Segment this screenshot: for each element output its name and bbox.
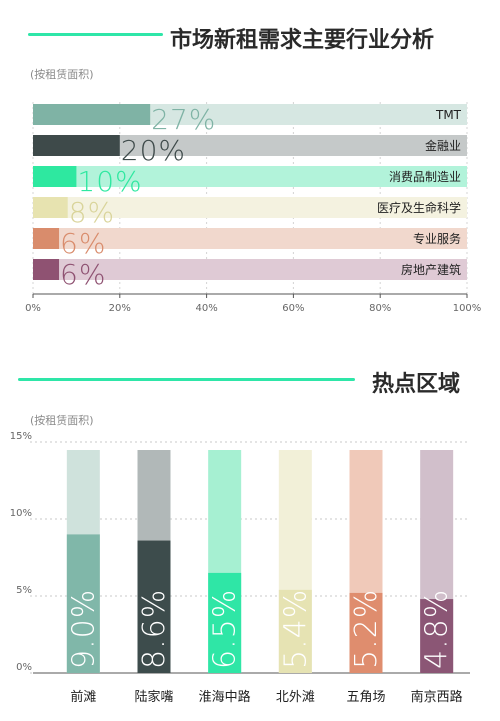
bar (349, 592, 383, 673)
data-label: 6% (60, 227, 106, 260)
bar-track (33, 259, 467, 280)
category-label: 消费品制造业 (389, 170, 461, 184)
bar (33, 259, 60, 280)
data-label: 10% (77, 165, 142, 198)
bar (420, 599, 454, 673)
data-label: 5.4% (278, 589, 313, 669)
industry-bar-chart: 27% TMT 20% 金融业 10% 消费品制造业 8% 医疗及生命科学 6% 专业服务 6% 房地… (25, 102, 482, 314)
data-label: 8.6% (137, 589, 172, 669)
section1-sub-label: (按租赁面积) (30, 68, 94, 81)
x-tick-label: 20% (109, 303, 131, 314)
data-label: 6% (60, 258, 106, 291)
data-label: 9.0% (66, 589, 101, 669)
category-label: 南京西路 (411, 689, 463, 705)
bar (137, 540, 171, 673)
y-tick-label: 5% (16, 585, 32, 596)
district-bar-chart: 0% 5% 10% 15% 9.0% 前滩 8.6% 陆家嘴 6.5% 淮海中路 5.4% 北外滩 5.… (10, 431, 470, 705)
bar (33, 197, 68, 218)
data-label: 6.5% (208, 589, 243, 669)
category-label: 北外滩 (276, 690, 315, 705)
bar (278, 589, 312, 673)
data-label: 5.2% (349, 589, 384, 669)
x-tick-label: 100% (453, 303, 482, 314)
bar (33, 166, 77, 187)
y-tick-label: 15% (10, 431, 32, 442)
category-label: 专业服务 (413, 231, 461, 246)
category-label: 淮海中路 (199, 689, 251, 705)
bar-track (33, 197, 467, 218)
category-label: 五角场 (346, 690, 385, 705)
bar-track (33, 166, 467, 187)
bar (33, 104, 151, 125)
x-tick-label: 0% (25, 303, 41, 314)
category-label: 医疗及生命科学 (377, 200, 461, 215)
bar (33, 228, 60, 249)
x-tick-label: 40% (195, 303, 217, 314)
section2-title: 热点区域 (372, 372, 461, 397)
section1-title-line (28, 33, 163, 36)
bar-track (33, 228, 467, 249)
bar (66, 534, 100, 673)
bar-track (33, 135, 467, 156)
x-tick-label: 80% (369, 303, 391, 314)
bar (208, 572, 242, 673)
y-tick-label: 10% (10, 508, 32, 519)
data-label: 8% (69, 196, 115, 229)
category-label: 金融业 (425, 138, 461, 153)
section2-title-line (18, 378, 355, 381)
section1-title: 市场新租需求主要行业分析 (170, 28, 435, 53)
data-label: 20% (121, 134, 186, 167)
x-tick-label: 60% (282, 303, 304, 314)
section2-sub-label: (按租赁面积) (30, 414, 94, 427)
y-tick-label: 0% (16, 662, 32, 673)
data-label: 27% (151, 103, 216, 136)
category-label: TMT (435, 108, 462, 122)
bar (33, 135, 120, 156)
category-label: 陆家嘴 (134, 689, 173, 705)
category-label: 房地产建筑 (401, 262, 461, 277)
data-label: 4.8% (420, 589, 455, 669)
category-label: 前滩 (70, 689, 96, 705)
